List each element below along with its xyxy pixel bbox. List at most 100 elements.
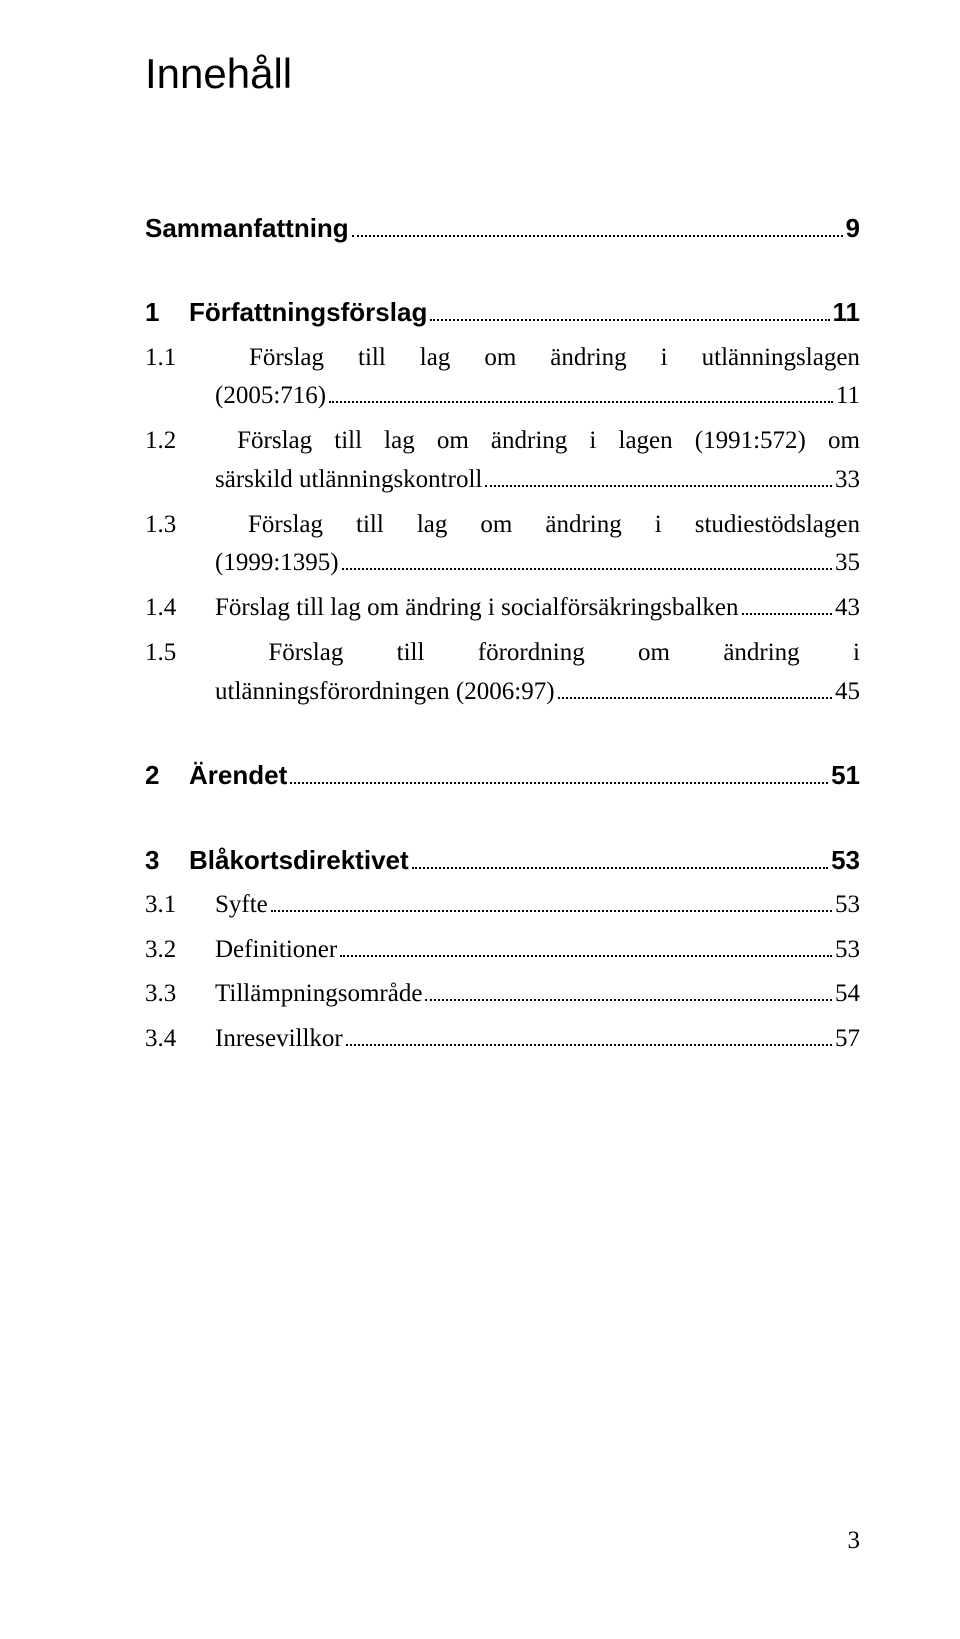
toc-label: Blåkortsdirektivet bbox=[189, 840, 409, 880]
toc-word: Förslag bbox=[248, 506, 323, 545]
toc-word: lag bbox=[384, 422, 415, 461]
toc-entry-1-5-line2: utlänningsförordningen (2006:97) 45 bbox=[215, 673, 860, 712]
toc-word: studiestödslagen bbox=[695, 506, 860, 545]
toc-entry-3-2: 3.2 Definitioner 53 bbox=[145, 931, 860, 970]
toc-label: utlänningsförordningen (2006:97) bbox=[215, 673, 555, 712]
toc-page: 51 bbox=[831, 755, 860, 795]
toc-page: 11 bbox=[833, 292, 861, 332]
toc-page: 35 bbox=[835, 544, 860, 583]
toc-word: lagen bbox=[619, 422, 673, 461]
toc-num: 1.2 bbox=[145, 422, 215, 461]
toc-leader bbox=[329, 379, 833, 404]
toc-page: 53 bbox=[831, 840, 860, 880]
toc-word: ändring bbox=[491, 422, 567, 461]
toc-word: i bbox=[589, 422, 596, 461]
toc-num: 2 bbox=[145, 755, 189, 795]
toc-word: lag bbox=[417, 506, 448, 545]
toc-label: Sammanfattning bbox=[145, 208, 349, 248]
toc-word: lag bbox=[420, 339, 451, 378]
toc-word: Förslag bbox=[237, 422, 312, 461]
toc-entry-1-2-line1: 1.2 Förslag till lag om ändring i lagen … bbox=[145, 422, 860, 461]
toc-leader bbox=[425, 977, 832, 1002]
toc-block-2: 2 Ärendet 51 bbox=[145, 755, 860, 795]
toc-leader bbox=[346, 1022, 832, 1047]
page: Innehåll Sammanfattning 9 1 Författnings… bbox=[0, 0, 960, 1639]
toc-label: Definitioner bbox=[215, 931, 337, 970]
toc-num: 3.3 bbox=[145, 975, 215, 1014]
toc-word: (1991:572) bbox=[695, 422, 806, 461]
toc-num: 1.5 bbox=[145, 634, 215, 673]
toc-word: till bbox=[356, 506, 384, 545]
toc-leader bbox=[342, 546, 832, 571]
toc-label: Ärendet bbox=[189, 755, 287, 795]
toc-block-summary: Sammanfattning 9 bbox=[145, 208, 860, 248]
toc-word: om bbox=[484, 339, 516, 378]
toc-num: 1 bbox=[145, 292, 189, 332]
toc-leader bbox=[558, 674, 832, 699]
toc-word: förordning bbox=[478, 634, 585, 673]
page-title: Innehåll bbox=[145, 50, 860, 98]
toc-word: i bbox=[655, 506, 662, 545]
toc-label: Författningsförslag bbox=[189, 292, 427, 332]
toc-page: 11 bbox=[836, 377, 860, 416]
toc-label: särskild utlänningskontroll bbox=[215, 461, 482, 500]
toc-entry-2: 2 Ärendet 51 bbox=[145, 755, 860, 795]
toc-word: om bbox=[638, 634, 670, 673]
toc-num: 3 bbox=[145, 840, 189, 880]
toc-page: 45 bbox=[835, 673, 860, 712]
toc-page: 33 bbox=[835, 461, 860, 500]
toc-page: 53 bbox=[835, 931, 860, 970]
toc-leader bbox=[430, 296, 829, 321]
toc-word: ändring bbox=[723, 634, 799, 673]
toc-leader bbox=[742, 591, 832, 616]
toc-word: utlänningslagen bbox=[702, 339, 860, 378]
toc-num: 1.1 bbox=[145, 339, 215, 378]
toc-word: till bbox=[358, 339, 386, 378]
toc-entry-1-1-line2: (2005:716) 11 bbox=[215, 377, 860, 416]
toc-leader bbox=[485, 462, 832, 487]
toc-page: 9 bbox=[846, 208, 860, 248]
toc-word: om bbox=[480, 506, 512, 545]
toc-block-1: 1 Författningsförslag 11 1.1 Förslag til… bbox=[145, 292, 860, 711]
toc-word: Förslag bbox=[268, 634, 343, 673]
toc-num: 3.4 bbox=[145, 1020, 215, 1059]
toc-entry-1-5-line1: 1.5 Förslag till förordning om ändring i bbox=[145, 634, 860, 673]
toc-entry-3-1: 3.1 Syfte 53 bbox=[145, 886, 860, 925]
toc-word: om bbox=[437, 422, 469, 461]
toc-label: (1999:1395) bbox=[215, 544, 339, 583]
toc-page: 43 bbox=[835, 589, 860, 628]
toc-leader bbox=[290, 759, 828, 784]
toc-label: Inresevillkor bbox=[215, 1020, 343, 1059]
toc-word: till bbox=[334, 422, 362, 461]
toc-label: Syfte bbox=[215, 886, 268, 925]
toc-entry-1-4: 1.4 Förslag till lag om ändring i social… bbox=[145, 589, 860, 628]
toc-label: Förslag till lag om ändring i socialförs… bbox=[215, 589, 739, 628]
toc-label: Tillämpningsområde bbox=[215, 975, 422, 1014]
toc-entry-3-4: 3.4 Inresevillkor 57 bbox=[145, 1020, 860, 1059]
toc-num: 3.1 bbox=[145, 886, 215, 925]
toc-label: (2005:716) bbox=[215, 377, 326, 416]
toc-block-3: 3 Blåkortsdirektivet 53 3.1 Syfte 53 3.2… bbox=[145, 840, 860, 1059]
toc-entry-1-3-line1: 1.3 Förslag till lag om ändring i studie… bbox=[145, 506, 860, 545]
toc-word: Förslag bbox=[249, 339, 324, 378]
toc-word: till bbox=[397, 634, 425, 673]
toc-page: 57 bbox=[835, 1020, 860, 1059]
toc-leader bbox=[412, 843, 828, 868]
toc-entry-1-2-line2: särskild utlänningskontroll 33 bbox=[215, 461, 860, 500]
toc-leader bbox=[352, 212, 843, 237]
toc-word: ändring bbox=[550, 339, 626, 378]
toc-entry-3-3: 3.3 Tillämpningsområde 54 bbox=[145, 975, 860, 1014]
toc-word: i bbox=[661, 339, 668, 378]
page-number: 3 bbox=[848, 1527, 861, 1555]
toc-num: 1.3 bbox=[145, 506, 215, 545]
toc-page: 53 bbox=[835, 886, 860, 925]
toc-entry-summary: Sammanfattning 9 bbox=[145, 208, 860, 248]
toc-word: i bbox=[853, 634, 860, 673]
toc-num: 1.4 bbox=[145, 589, 215, 628]
toc-leader bbox=[340, 932, 832, 957]
toc-leader bbox=[271, 887, 832, 912]
toc-entry-1-1-line1: 1.1 Förslag till lag om ändring i utlänn… bbox=[145, 339, 860, 378]
toc-entry-1: 1 Författningsförslag 11 bbox=[145, 292, 860, 332]
toc-page: 54 bbox=[835, 975, 860, 1014]
toc-word: ändring bbox=[545, 506, 621, 545]
